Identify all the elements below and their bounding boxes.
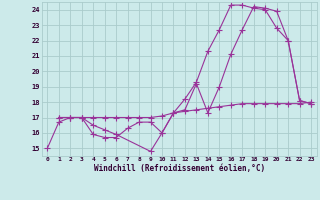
X-axis label: Windchill (Refroidissement éolien,°C): Windchill (Refroidissement éolien,°C) [94,164,265,173]
